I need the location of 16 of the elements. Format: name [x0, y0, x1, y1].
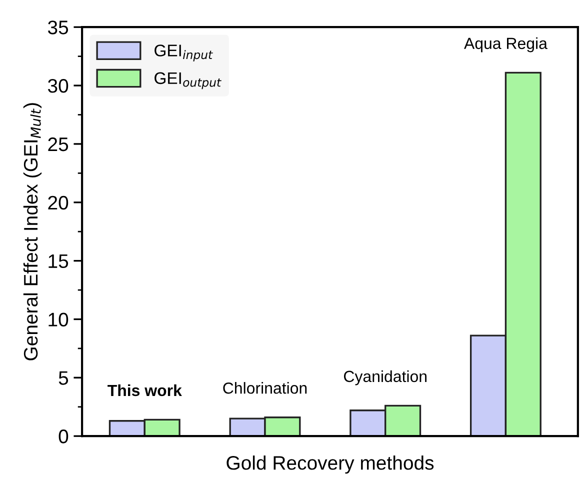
x-axis-title: Gold Recovery methods	[226, 456, 434, 474]
legend-label: GEI$_{input}$	[154, 44, 213, 62]
legend-label: GEI$_{output}$	[154, 72, 222, 90]
y-tick-label: 25	[48, 137, 68, 152]
x-tick-label: Aqua Regia	[464, 37, 548, 52]
y-tick-label: 30	[48, 79, 68, 93]
y-tick-label: 5	[58, 371, 68, 385]
y-tick-label: 10	[48, 312, 68, 326]
y-tick-label: 0	[58, 430, 68, 444]
y-axis-title: General Effect Index (GEI$_{Mult}$)	[23, 103, 42, 360]
y-tick-label: 35	[48, 20, 68, 34]
y-tick-label: 20	[48, 196, 68, 210]
x-tick-label: Cyanidation	[344, 370, 426, 386]
y-tick-label: 15	[48, 254, 68, 268]
x-tick-label: This work	[108, 384, 182, 396]
x-tick-label: Chlorination	[223, 382, 307, 394]
